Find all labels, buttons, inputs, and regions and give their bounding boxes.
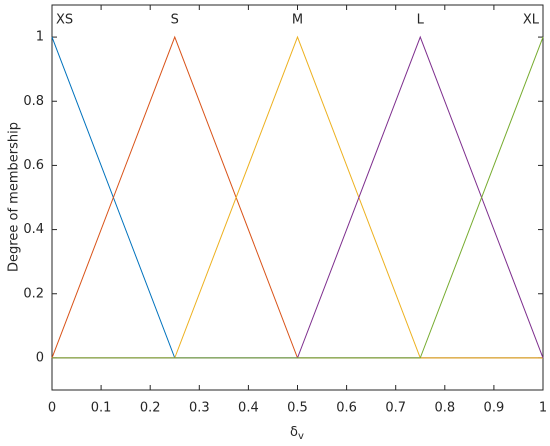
y-tick-label: 0.2	[23, 286, 44, 301]
x-tick-label: 0.1	[91, 401, 112, 416]
y-tick-label: 1	[36, 30, 44, 45]
x-tick-label: 0	[48, 401, 56, 416]
series-label: XS	[56, 13, 73, 28]
y-tick-label: 0	[36, 350, 44, 365]
plot-box	[51, 4, 544, 391]
series-label: S	[171, 13, 179, 28]
x-tick-label: 0.5	[287, 401, 308, 416]
x-axis-label: δv	[290, 425, 304, 443]
series-line	[52, 36, 544, 359]
x-axis-symbol: δ	[290, 425, 298, 440]
series-label: XL	[523, 13, 540, 28]
y-tick-label: 0.8	[23, 94, 44, 109]
series-label: L	[417, 13, 425, 28]
x-tick-label: 1	[539, 401, 547, 416]
x-tick-label: 0.8	[434, 401, 455, 416]
x-tick-label: 0.9	[484, 401, 505, 416]
y-axis-label: Degree of membership	[7, 122, 22, 272]
x-tick-label: 0.2	[140, 401, 161, 416]
x-tick-label: 0.6	[336, 401, 357, 416]
x-tick-label: 0.7	[385, 401, 406, 416]
x-tick-label: 0.4	[238, 401, 259, 416]
series-label: M	[292, 13, 303, 28]
y-tick-label: 0.6	[23, 158, 44, 173]
y-tick-label: 0.4	[23, 222, 44, 237]
x-axis-subscript: v	[298, 431, 304, 442]
x-tick-label: 0.3	[189, 401, 210, 416]
